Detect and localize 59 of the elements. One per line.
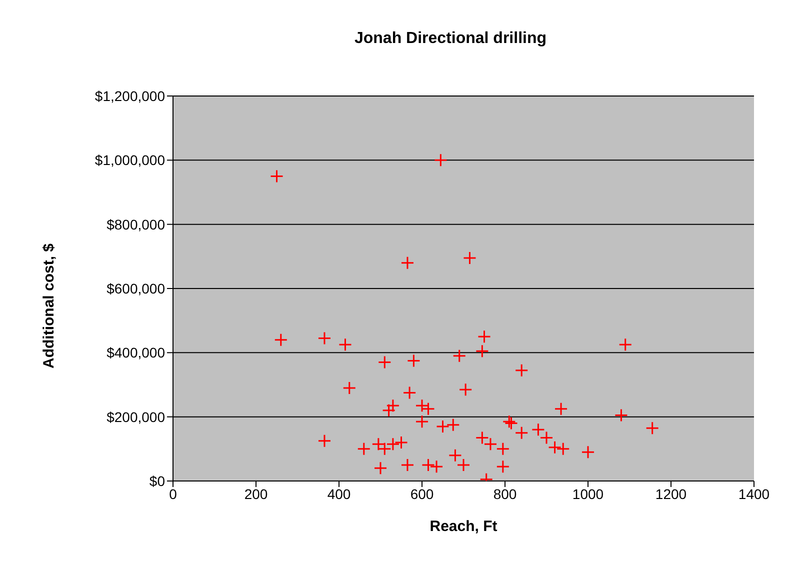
point — [554, 402, 568, 416]
point — [556, 442, 570, 456]
point — [646, 421, 660, 435]
point — [274, 333, 288, 347]
y-tick-label: $1,200,000 — [94, 88, 166, 104]
point — [386, 437, 400, 451]
x-tick-label: 1000 — [572, 486, 604, 502]
point — [394, 436, 408, 450]
y-tick-label: $200,000 — [106, 408, 166, 425]
point — [430, 460, 444, 474]
point — [434, 153, 448, 167]
point — [446, 418, 460, 432]
point — [318, 434, 332, 448]
point — [386, 398, 400, 412]
point — [514, 426, 528, 440]
point — [478, 330, 491, 344]
x-tick-label: 0 — [169, 486, 178, 502]
point — [458, 382, 472, 396]
point — [338, 338, 352, 352]
point — [421, 458, 435, 472]
point — [400, 256, 414, 270]
x-tick-label: 1400 — [738, 486, 770, 502]
y-tick-label: $0 — [149, 472, 166, 489]
x-tick-label: 600 — [410, 486, 434, 502]
y-axis-title: Additional cost, $ — [40, 242, 58, 368]
point — [400, 458, 414, 472]
x-tick-label: 400 — [327, 486, 351, 502]
point — [342, 381, 356, 395]
point — [415, 414, 429, 428]
y-tick-label: $600,000 — [106, 280, 166, 296]
point — [374, 461, 388, 475]
point — [548, 440, 562, 454]
point — [462, 251, 476, 265]
point — [496, 442, 510, 456]
point — [378, 356, 392, 370]
point — [406, 354, 420, 368]
point — [581, 445, 595, 459]
chart-title: Jonah Directional drilling — [353, 30, 548, 48]
y-tick-label: $400,000 — [106, 344, 166, 361]
point — [496, 460, 510, 474]
point — [448, 448, 462, 462]
y-tick-label: $800,000 — [106, 216, 166, 232]
point — [382, 404, 396, 418]
point — [514, 364, 528, 378]
y-tick-label: $1,000,000 — [94, 152, 166, 168]
point — [357, 442, 371, 456]
point — [402, 386, 416, 400]
x-tick-label: 800 — [493, 486, 517, 502]
point — [618, 338, 632, 352]
x-tick-label: 200 — [244, 486, 268, 502]
point — [475, 344, 489, 358]
point — [318, 331, 332, 345]
point — [452, 349, 466, 363]
point — [436, 420, 450, 434]
point — [614, 408, 628, 422]
x-axis-title: Reach, Ft — [430, 518, 498, 535]
x-tick-label: 1200 — [655, 486, 687, 502]
point — [270, 169, 284, 183]
point — [456, 458, 470, 472]
